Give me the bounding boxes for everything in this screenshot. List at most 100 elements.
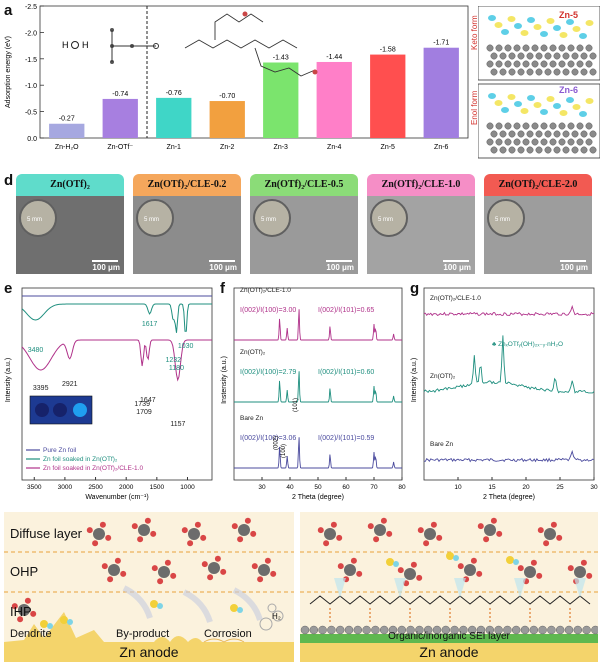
bar: [316, 61, 352, 138]
deposited-zn: [582, 625, 591, 635]
water-molecule: [244, 517, 251, 524]
zn-atom: [567, 138, 575, 146]
zn5-tag: Zn-5: [559, 10, 578, 20]
bar: [156, 97, 192, 138]
water-molecule: [270, 570, 277, 577]
zn-atom: [580, 130, 588, 138]
charge-density-blob: [494, 100, 503, 106]
water-molecule: [250, 530, 257, 537]
x-tick-label: Zn-1: [167, 144, 182, 151]
zn-atom: [553, 146, 561, 154]
zn-atom: [513, 44, 521, 52]
zn-atom: [499, 146, 507, 154]
sem-image: 5 mm 100 μm: [16, 196, 124, 274]
x-tick-label: Zn-2: [220, 144, 235, 151]
zn-atom: [522, 44, 530, 52]
zn-atom: [522, 122, 530, 130]
zn-atom: [513, 122, 521, 130]
sem-image: 5 mm 100 μm: [484, 196, 592, 274]
zn-atom: [531, 138, 539, 146]
deposited-zn: [432, 625, 442, 635]
zn-atom: [580, 52, 588, 60]
x-axis-label: 2 Theta (degree): [483, 494, 535, 501]
charge-density-blob: [533, 24, 542, 30]
peak-label: 1180: [169, 365, 184, 372]
water-molecule: [181, 527, 188, 534]
water-molecule: [543, 540, 550, 547]
ion-channel-cone: [334, 578, 346, 598]
peak-label: 1030: [178, 343, 194, 350]
xrd-series: [234, 437, 402, 469]
optical-inset-image: 5 mm: [370, 199, 408, 237]
zn-atom: [589, 146, 597, 154]
zn-ion: [574, 566, 586, 578]
x-tick-label: 60: [342, 484, 350, 491]
zn-atom: [585, 44, 593, 52]
zn-atom: [549, 60, 557, 68]
cle-o-atom: [242, 11, 248, 17]
water-molecule: [17, 616, 24, 623]
deposited-zn: [441, 625, 451, 635]
water-molecule: [231, 523, 238, 530]
intensity-ratio: I(002)/I(100)=3.00: [240, 307, 296, 314]
charge-density-blob: [559, 110, 568, 116]
x-tick-label: Zn-4: [327, 144, 342, 151]
water-molecule: [164, 559, 171, 566]
legend-label: Zn foil soaked in Zn(OTf)₂: [43, 456, 118, 463]
charge-density-blob: [488, 15, 496, 21]
cle-molecule-structure: [184, 13, 316, 77]
water-molecule: [201, 561, 208, 568]
series-label: Zn(OTf)₂: [430, 373, 456, 380]
zn-atom: [544, 130, 552, 138]
zn-atom: [549, 138, 557, 146]
dendrite-shape: [4, 612, 104, 642]
zn-ion: [524, 566, 536, 578]
deposited-zn: [415, 625, 424, 635]
otf-anion-f: [237, 607, 243, 613]
deposited-zn: [485, 625, 495, 635]
zn-atom: [513, 138, 521, 146]
water-molecule: [537, 527, 544, 534]
zn-atom: [589, 130, 597, 138]
bare-interface-schematic: Diffuse layer OHP IHP Dendrite By-produc…: [4, 512, 294, 662]
charge-density-blob: [540, 109, 548, 115]
y-tick-label: -1.0: [25, 83, 37, 90]
y-tick-label: -0.5: [25, 110, 37, 117]
scale-bar: [560, 260, 586, 262]
water-molecule: [99, 521, 106, 528]
bar-value-label: -0.74: [112, 91, 128, 98]
x-tick-label: 15: [488, 484, 496, 491]
bar-value-label: -1.71: [433, 40, 449, 47]
deposited-zn: [573, 625, 583, 635]
zn-ion: [108, 564, 120, 576]
series-zn-otf2: [21, 303, 212, 333]
zn-ion: [374, 524, 386, 536]
diffuse-layer-label: Diffuse layer: [10, 526, 83, 541]
cle-interface-schematic: Organic/inorganic SEI layer Zn anode: [300, 512, 598, 662]
by-product-label: By-product: [116, 628, 170, 640]
x-tick-label: 1000: [180, 484, 195, 491]
intensity-ratio: I(002)/I(101)=0.65: [318, 307, 374, 314]
sem-card-title: Zn(OTf)₂/CLE-2.0: [484, 174, 592, 196]
peak-label: 1739: [134, 401, 150, 408]
charge-density-blob: [572, 104, 581, 110]
migration-arrow: [122, 585, 153, 619]
charge-density-blob: [579, 33, 587, 39]
zn-atom: [495, 122, 503, 130]
sem-image: 5 mm 100 μm: [133, 196, 241, 274]
zn-atom: [544, 146, 552, 154]
zn-atom: [558, 44, 566, 52]
water-molecule: [237, 536, 244, 543]
zn-atom: [490, 52, 498, 60]
panel-label-d: d: [4, 172, 14, 189]
otf-anion: [506, 556, 514, 564]
water-molecule: [350, 557, 357, 564]
x-tick-label: 2000: [119, 484, 134, 491]
water-molecule: [151, 565, 158, 572]
bar: [209, 101, 245, 138]
water-molecule: [200, 534, 207, 541]
water-molecule: [536, 572, 543, 579]
deposited-zn: [300, 625, 310, 635]
water-molecule: [92, 540, 99, 547]
zn-atom: [522, 138, 530, 146]
